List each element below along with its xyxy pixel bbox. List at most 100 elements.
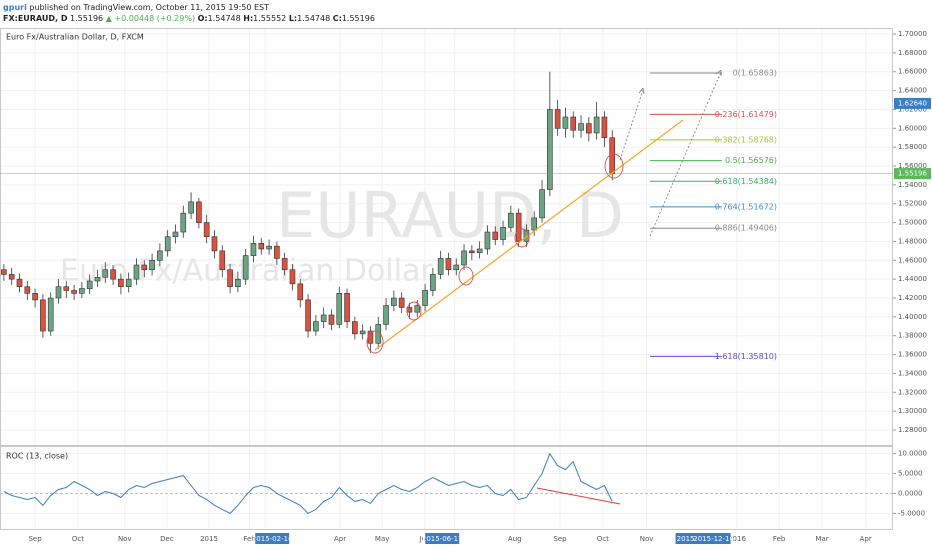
date-marker: 2015-12-16 [693,535,734,543]
date-marker-bg [255,533,290,544]
fib-label: 0.764(1.51672) [715,202,777,211]
price-tag: 1.62640 [898,99,927,107]
candle-body [79,288,85,294]
candle-body [570,116,577,131]
candle-body [55,286,62,299]
circle [366,330,384,354]
candle-body [531,217,538,231]
candle-body [274,245,280,259]
roc-line [3,452,613,515]
price-tag-bg [894,97,931,109]
main-pane [0,28,893,446]
y-tick-label: 1.54000 [898,181,927,189]
ohlc-label: C: [333,14,342,23]
ohlc-value: 1.54748 [208,14,241,23]
x-tick-label: Aug [508,535,522,543]
date-marker: 2015-11- [677,535,709,543]
candle-body [593,116,600,134]
candle-body [1,269,7,275]
date-marker: 2015-06-17 [422,535,463,543]
y-tick-label: 1.64000 [898,87,927,95]
user[interactable]: gpuri [3,3,27,12]
candle-body [125,278,132,288]
y-tick-label: 0.0000 [898,489,923,497]
candle-body [211,236,218,252]
fib-label: 0.382(1.58768) [715,135,777,144]
fib-label: 0(1.65863) [733,69,777,78]
candle-body [102,269,109,278]
last: 1.55196 [70,14,103,23]
candle-body [172,231,179,238]
fib-label: 1.618(1.35810) [715,352,777,361]
y-tick-label: 1.32000 [898,388,927,396]
x-tick-label: Nov [118,535,132,543]
marks [0,71,893,515]
candle-body [453,264,460,271]
roc-pane [0,446,893,530]
candle-body [196,201,202,223]
candle-body [157,250,163,261]
candle-body [601,116,608,139]
date-marker-bg [675,533,710,544]
candle-body [508,212,514,228]
x-tick-label: Oct [597,535,609,543]
candle-body [476,248,483,254]
candle-body [219,250,226,271]
publish-line: gpuri published on TradingView.com, Octo… [3,3,269,12]
change: +0.00448 (+0.29%) [114,14,195,23]
symbol-title: Euro Fx/Australian Dollar, D, FXCM [6,33,144,42]
y-tick-label: 1.30000 [898,407,927,415]
candle-body [344,293,350,322]
candle-body [227,269,233,288]
x-tick-label: Dec [160,535,174,543]
candle-body [242,255,249,280]
arrow-heads [638,69,722,95]
candle-body [141,264,148,271]
x-tick-label: Sep [553,535,567,543]
x-tick-label: 2015 [200,535,218,543]
symbol: FX:EURAUD, D [3,14,68,23]
y-tick-label: 1.44000 [898,275,927,283]
x-tick-label: May [375,535,389,543]
candle-body [492,231,499,240]
x-tick-label: Apr [334,535,346,543]
x-tick-label: Nov [640,535,654,543]
candle-body [336,293,343,325]
touch-circles [366,153,624,354]
candle-body [71,290,77,294]
candle-body [445,258,452,271]
fib-label: 0.236(1.61479) [715,110,777,119]
circle [514,228,530,248]
candle-body [422,290,428,306]
candle-body [586,123,592,134]
candle-body [86,280,93,289]
candle-body [305,299,311,332]
fib-label: 0.5(1.56576) [725,156,777,165]
candle-body [461,250,467,266]
candle-body [203,222,210,238]
ohlc-label: O: [198,14,208,23]
x-tick-label: Jun [419,535,431,543]
watermark: EURAUD, D [276,179,624,252]
x-tick-label: Apr [860,535,872,543]
y-tick-label: -5.0000 [898,509,925,517]
y-tick-label: 1.58000 [898,143,927,151]
candle-body [313,321,319,332]
x-tick-label: Feb [243,535,256,543]
date-marker-bg [696,533,731,544]
y-tick-label: 1.52000 [898,200,927,208]
candle-body [359,330,366,335]
candle-body [40,299,46,332]
x-tick-label: Feb [773,535,786,543]
candle-body [515,212,522,242]
circle [604,153,624,179]
x-tick-label: Sep [28,535,42,543]
candle-body [469,250,475,254]
candle-body [164,236,171,252]
arrow: ▲ [106,14,113,23]
roc-title: ROC (13, close) [6,452,68,461]
published: published on TradingView.com, October 11… [29,3,269,12]
